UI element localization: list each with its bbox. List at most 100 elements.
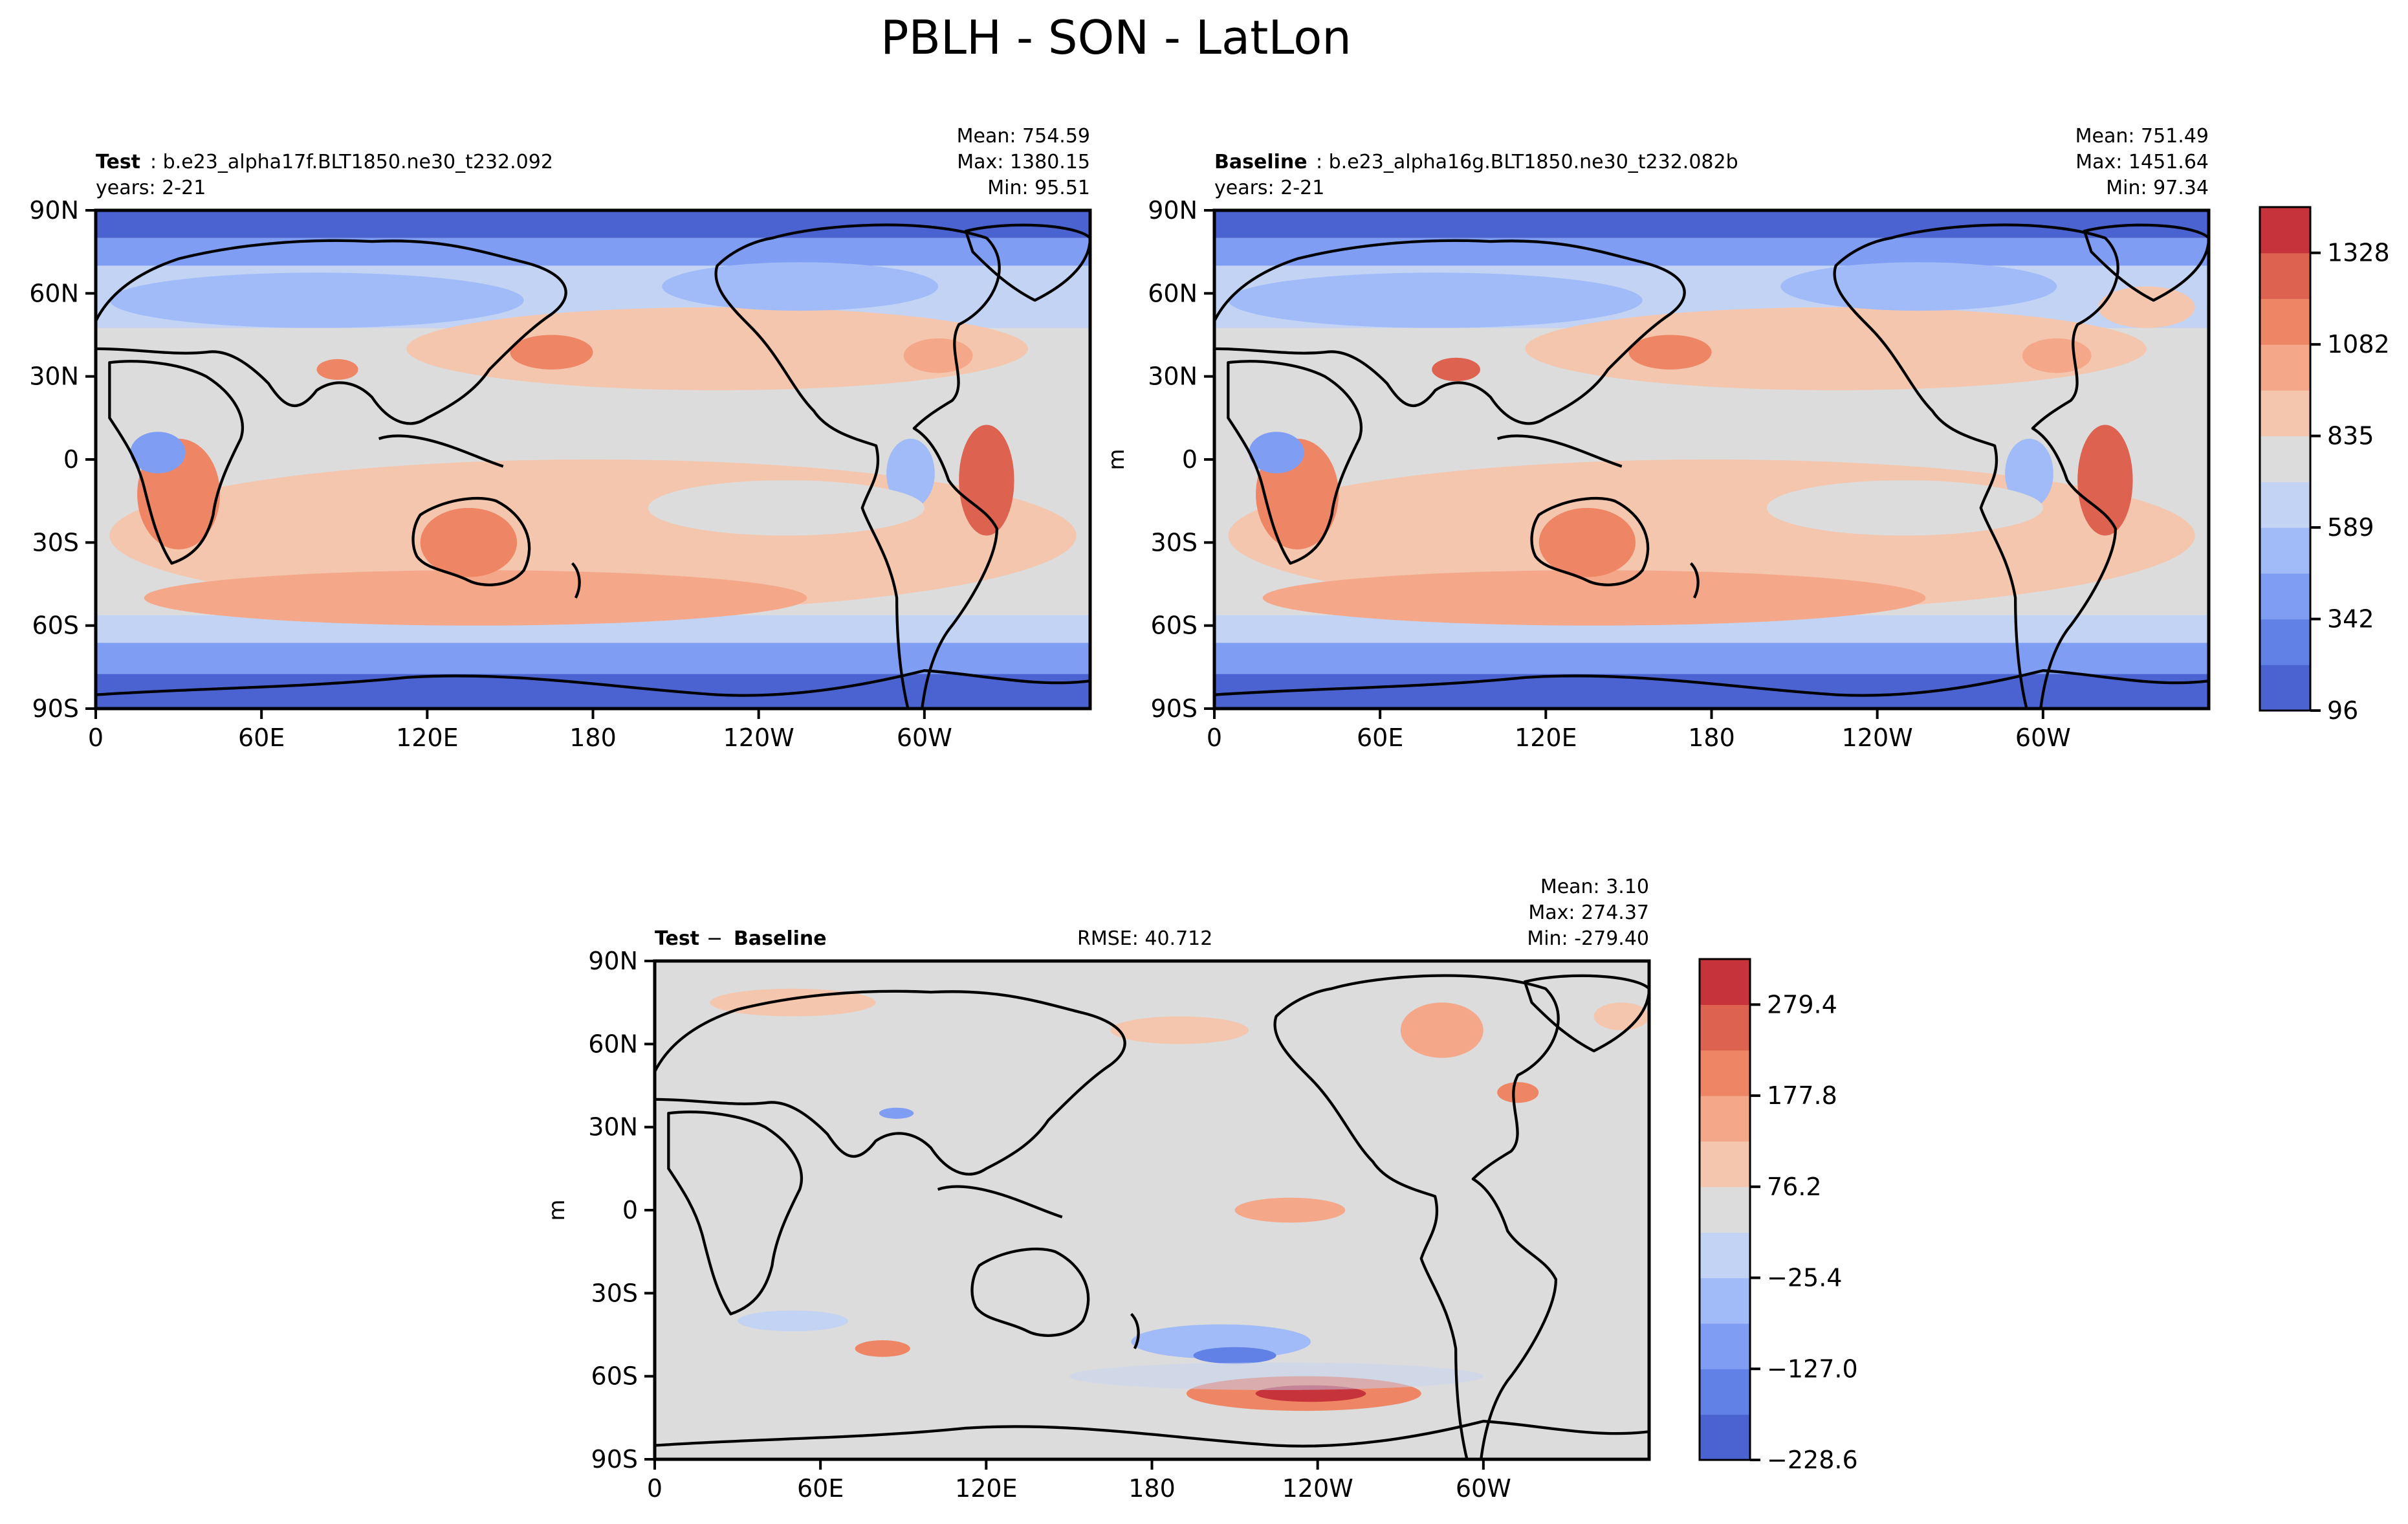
x-tick-label: 120E <box>1515 723 1577 752</box>
y-tick-label: 90N <box>588 947 638 975</box>
stat-max: Max: 1380.15 <box>957 151 1090 173</box>
stat-min: Min: -279.40 <box>1527 927 1649 950</box>
field-canada-low <box>1780 262 2057 311</box>
panel-title-bold: Baseline <box>1214 151 1308 173</box>
y-axis: 90N 60N 30N 0 30S 60S 90S <box>29 196 96 723</box>
colorbar-swatch <box>2260 436 2310 482</box>
x-tick-label: 60W <box>897 723 952 752</box>
field-tibet-high <box>316 359 358 381</box>
field-gulfstream-high <box>903 338 973 373</box>
y-tick-label: 0 <box>1182 445 1198 474</box>
colorbar-swatch <box>1700 1277 1750 1324</box>
y-tick-label: 60N <box>588 1030 638 1058</box>
field-kuroshio-high <box>510 335 593 370</box>
y-tick-label: 0 <box>622 1196 638 1224</box>
field-antarctic-low <box>1214 674 2209 709</box>
x-tick-label: 120W <box>723 723 794 752</box>
x-tick-label: 60W <box>1456 1474 1511 1503</box>
y-tick-label: 60S <box>591 1362 638 1391</box>
x-tick-label: 120E <box>396 723 459 752</box>
x-tick-label: 0 <box>647 1474 662 1503</box>
colorbar-tick-label: 96 <box>2327 696 2358 725</box>
colorbar-swatches <box>1700 959 1750 1461</box>
colorbar-swatch <box>1700 959 1750 1005</box>
colorbar-swatch <box>1700 1141 1750 1187</box>
field-amazon-low <box>2005 438 2053 508</box>
colorbar-swatch <box>1700 1369 1750 1415</box>
field-canada-diff <box>1400 1002 1483 1058</box>
colorbar-tick-label: 342 <box>2327 605 2374 634</box>
y-axis: 90N 60N 30N 0 30S 60S 90S <box>1148 196 1214 723</box>
colorbar-swatch <box>1700 1414 1750 1461</box>
panel-test: Test : b.e23_alpha17f.BLT1850.ne30_t232.… <box>29 125 1092 752</box>
field-southern-band-diff <box>1069 1362 1483 1391</box>
colorbar-swatch <box>2260 252 2310 300</box>
x-axis: 0 60E 120E 180 120W 60W <box>1207 709 2071 752</box>
y-tick-label: 90S <box>1151 694 1198 723</box>
panel-title-bold2: Baseline <box>734 927 827 950</box>
colorbar-ticks: 279.4 177.8 76.2 −25.4 −127.0 −228.6 <box>1750 990 1858 1474</box>
field-arctic-diff-1 <box>710 988 876 1017</box>
y-tick-label: 90S <box>591 1445 638 1474</box>
colorbar-tick-label: 1328 <box>2327 239 2390 267</box>
field-canada-low <box>662 262 939 311</box>
y-tick-label: 30S <box>1151 528 1198 557</box>
field-arctic-mid <box>96 237 1090 266</box>
field-gulfstream-high <box>2022 338 2092 373</box>
y-tick-label: 60N <box>1148 279 1198 307</box>
colorbar-tick-label: 279.4 <box>1767 990 1837 1019</box>
x-tick-label: 180 <box>1688 723 1735 752</box>
colorbar-tick-label: −25.4 <box>1767 1264 1842 1292</box>
colorbar-tick-label: −228.6 <box>1767 1446 1858 1474</box>
colorbar-swatch <box>2260 665 2310 711</box>
y-axis-label: m <box>544 1199 570 1220</box>
field-australia-high <box>1538 507 1636 577</box>
colorbar-main: 1328 1082 835 589 342 96 <box>2259 206 2390 725</box>
y-tick-label: 90N <box>29 196 79 225</box>
colorbar-swatch <box>1700 1323 1750 1369</box>
panel-title-name: : b.e23_alpha16g.BLT1850.ne30_t232.082b <box>1316 151 1738 173</box>
field-indian-ocean-diff <box>855 1340 910 1357</box>
field-australia-high <box>420 507 518 577</box>
x-tick-label: 180 <box>569 723 617 752</box>
field-tibet-diff <box>879 1107 914 1119</box>
x-tick-label: 120E <box>955 1474 1018 1503</box>
field-north-atlantic-high <box>2098 286 2195 328</box>
field-north-pacific-high <box>1525 307 2147 391</box>
y-tick-label: 30S <box>32 528 79 557</box>
y-tick-label: 0 <box>63 445 79 474</box>
stat-min: Min: 97.34 <box>2106 177 2209 199</box>
panel-title-bold: Test <box>655 927 699 950</box>
x-tick-label: 60E <box>797 1474 844 1503</box>
field-east-pacific-diff <box>1234 1197 1346 1223</box>
y-tick-label: 30N <box>1148 362 1198 391</box>
colorbar-swatch <box>1700 1232 1750 1279</box>
field-gulfstream-diff <box>1497 1082 1539 1103</box>
field-congo-low <box>1249 432 1304 474</box>
stat-max: Max: 1451.64 <box>2075 151 2209 173</box>
y-tick-label: 90S <box>32 694 79 723</box>
rmse-value: RMSE: 40.712 <box>1077 927 1212 950</box>
x-tick-label: 180 <box>1128 1474 1176 1503</box>
colorbar-swatch <box>1700 1004 1750 1051</box>
y-tick-label: 90N <box>1148 196 1198 225</box>
field-brazil-high <box>2077 425 2133 536</box>
colorbar-tick-label: −127.0 <box>1767 1354 1858 1383</box>
x-tick-label: 60E <box>238 723 285 752</box>
field-arctic-mid <box>1214 237 2209 266</box>
y-tick-label: 60N <box>29 279 79 307</box>
colorbar-tick-label: 835 <box>2327 422 2374 450</box>
colorbar-tick-label: 177.8 <box>1767 1081 1837 1110</box>
x-tick-label: 120W <box>1842 723 1913 752</box>
field-antarctic-mid <box>1214 639 2209 674</box>
panel-subtitle: years: 2-21 <box>96 177 206 199</box>
panel-title-name: : b.e23_alpha17f.BLT1850.ne30_t232.092 <box>150 151 553 173</box>
field-antarctic-low <box>96 674 1090 709</box>
colorbar-frame <box>2259 206 2312 712</box>
field-east-pacific-neutral <box>648 480 925 536</box>
y-tick-label: 30S <box>591 1279 638 1307</box>
y-tick-label: 60S <box>1151 612 1198 640</box>
field-brazil-high <box>959 425 1014 536</box>
colorbar-tick-label: 1082 <box>2327 330 2390 359</box>
